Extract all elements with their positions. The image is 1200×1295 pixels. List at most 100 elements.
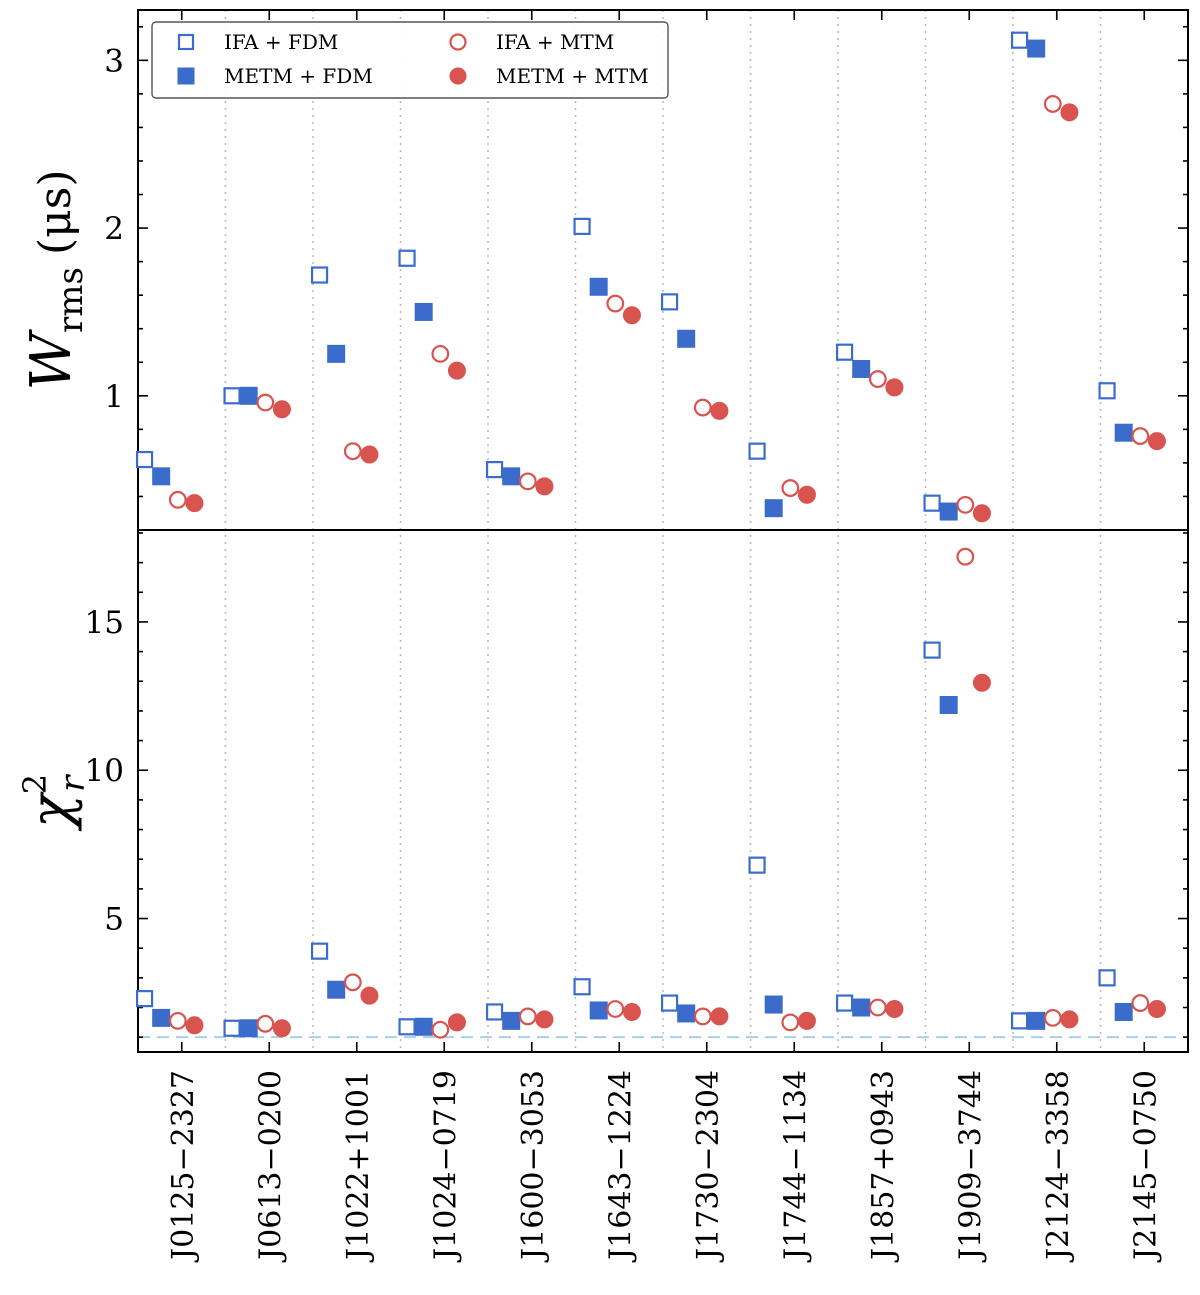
marker-chi2-series0 [398, 1018, 416, 1036]
marker-wrms-series3 [1060, 103, 1079, 122]
marker-wrms-series0 [1098, 382, 1116, 400]
x-tick-label: J1024−0719 [428, 1070, 463, 1263]
marker-wrms-series2 [781, 479, 800, 497]
marker-wrms-series0 [135, 450, 154, 469]
y-tick-label: 10 [85, 753, 124, 789]
marker-chi2-series3 [972, 673, 991, 692]
x-tick-label: J1730−2304 [691, 1070, 726, 1263]
legend-marker [177, 67, 195, 85]
marker-wrms-series0 [310, 266, 329, 284]
marker-chi2-series3 [360, 986, 379, 1005]
y-tick-label: 1 [104, 379, 124, 415]
marker-chi2-series2 [781, 1013, 800, 1032]
x-tick-label: J1857+0943 [866, 1070, 901, 1263]
marker-chi2-series3 [272, 1019, 291, 1038]
marker-chi2-series2 [168, 1011, 187, 1030]
x-tick-label: J0125−2327 [166, 1070, 201, 1263]
marker-wrms-series1 [502, 467, 521, 486]
legend: IFA + FDM METM + FDM IFA + MTM METM + MTM [151, 21, 669, 99]
marker-wrms-series1 [239, 386, 258, 405]
marker-wrms-series2 [168, 490, 187, 509]
marker-wrms-series1 [327, 344, 346, 363]
legend-marker [449, 67, 467, 85]
labels-layer: Wrms(μs) χ2r J0125−2327 J0613−0200 J1022+100… [16, 169, 1163, 1262]
marker-wrms-series2 [431, 344, 450, 363]
marker-chi2-series0 [835, 994, 854, 1012]
marker-wrms-series2 [256, 393, 275, 412]
x-tick-label: J2145−0750 [1128, 1070, 1163, 1263]
ticks-layer: 1 2 3 5 10 15 [85, 10, 1188, 1052]
marker-wrms-series0 [398, 249, 416, 267]
marker-wrms-series0 [835, 343, 854, 361]
legend-label: METM + MTM [496, 64, 649, 88]
y-axis-title-wrms: Wrms(μs) [19, 169, 91, 390]
x-tick-label: J0613−0200 [253, 1070, 288, 1263]
marker-wrms-series2 [1043, 95, 1062, 113]
marker-wrms-series3 [885, 378, 904, 397]
y-axis-title-chi2: χ2r [16, 774, 93, 832]
marker-chi2-series1 [502, 1011, 521, 1030]
marker-wrms-series1 [1027, 39, 1046, 58]
y-tick-label: 15 [85, 605, 124, 641]
marker-chi2-series0 [923, 641, 941, 659]
marker-wrms-series1 [1114, 423, 1133, 442]
marker-chi2-series0 [1010, 1012, 1029, 1030]
legend-marker [449, 33, 467, 51]
marker-wrms-series0 [748, 442, 766, 460]
y-tick-label: 3 [104, 43, 124, 79]
marker-wrms-series1 [939, 502, 958, 521]
marker-chi2-series2 [1131, 994, 1150, 1012]
marker-chi2-series3 [797, 1011, 816, 1030]
marker-wrms-series3 [1147, 432, 1166, 451]
marker-wrms-series1 [589, 277, 608, 296]
marker-chi2-series2 [343, 973, 362, 992]
marks-layer [135, 31, 1166, 1039]
y-tick-label: 5 [104, 902, 124, 938]
marker-chi2-series1 [589, 1001, 608, 1020]
marker-chi2-series2 [431, 1020, 450, 1039]
marker-chi2-series1 [1027, 1011, 1046, 1030]
marker-chi2-series3 [1147, 999, 1166, 1018]
x-tick-label: J2124−3358 [1041, 1070, 1076, 1263]
marker-wrms-series1 [414, 302, 433, 321]
legend-label: IFA + FDM [224, 30, 338, 54]
legend-marker [177, 33, 195, 51]
marker-chi2-series1 [414, 1017, 433, 1036]
marker-wrms-series3 [447, 361, 466, 380]
marker-wrms-series1 [764, 499, 783, 518]
marker-wrms-series0 [485, 461, 504, 479]
marker-chi2-series3 [1060, 1010, 1079, 1029]
x-tick-label: J1600−3053 [516, 1070, 551, 1263]
marker-wrms-series2 [956, 495, 975, 514]
marker-chi2-series3 [535, 1010, 554, 1029]
legend-label: IFA + MTM [496, 30, 614, 54]
marker-wrms-series3 [272, 400, 291, 419]
marker-chi2-series2 [256, 1014, 275, 1033]
marker-wrms-series3 [622, 306, 641, 325]
marker-chi2-series2 [606, 1000, 625, 1018]
marker-chi2-series1 [939, 695, 958, 714]
marker-chi2-series3 [885, 999, 904, 1018]
marker-wrms-series2 [343, 442, 362, 461]
marker-wrms-series3 [797, 485, 816, 504]
marker-chi2-series0 [1098, 969, 1116, 987]
marker-wrms-series3 [360, 445, 379, 464]
marker-wrms-series0 [660, 293, 679, 311]
marker-chi2-series0 [660, 994, 679, 1012]
marker-wrms-series1 [852, 359, 871, 378]
grid-layer [138, 10, 1188, 1052]
marker-wrms-series2 [693, 398, 712, 417]
marker-wrms-series3 [535, 477, 554, 496]
marker-chi2-series1 [327, 980, 346, 999]
x-tick-label: J1744−1134 [778, 1070, 813, 1263]
marker-chi2-series0 [485, 1003, 504, 1021]
marker-wrms-series0 [1010, 31, 1029, 49]
marker-wrms-series1 [152, 467, 171, 486]
x-tick-label: J1909−3744 [953, 1070, 988, 1263]
marker-chi2-series3 [185, 1016, 204, 1035]
marker-chi2-series3 [622, 1002, 641, 1021]
marker-wrms-series3 [972, 504, 991, 523]
marker-wrms-series0 [923, 494, 941, 512]
marker-wrms-series3 [185, 494, 204, 513]
marker-chi2-series0 [223, 1019, 241, 1037]
